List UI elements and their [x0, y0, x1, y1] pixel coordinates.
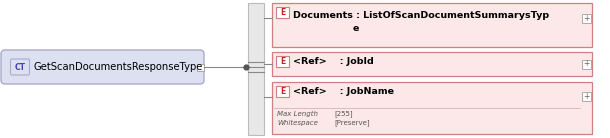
Bar — [582, 92, 591, 101]
Text: E: E — [280, 57, 285, 66]
Text: +: + — [583, 59, 590, 68]
Bar — [272, 82, 592, 134]
Text: +: + — [583, 14, 590, 23]
Bar — [582, 59, 591, 68]
Bar — [276, 56, 289, 67]
Text: Max Length: Max Length — [277, 111, 318, 117]
Text: E: E — [280, 87, 285, 96]
Text: GetScanDocumentsResponseType: GetScanDocumentsResponseType — [33, 62, 203, 72]
Text: <Ref>    : JobName: <Ref> : JobName — [293, 87, 394, 96]
Bar — [248, 3, 264, 135]
FancyBboxPatch shape — [1, 50, 204, 84]
Text: [255]: [255] — [334, 111, 353, 117]
Text: e: e — [353, 24, 359, 33]
Text: Whitespace: Whitespace — [277, 120, 318, 126]
Text: +: + — [583, 92, 590, 101]
Bar — [582, 14, 591, 23]
Bar — [276, 7, 289, 18]
Text: Documents : ListOfScanDocumentSummarysTyp: Documents : ListOfScanDocumentSummarysTy… — [293, 11, 549, 20]
Text: [Preserve]: [Preserve] — [334, 120, 370, 126]
Text: E: E — [280, 8, 285, 17]
Text: <Ref>    : JobId: <Ref> : JobId — [293, 57, 374, 66]
Bar — [272, 3, 592, 47]
Bar — [276, 86, 289, 97]
FancyBboxPatch shape — [10, 59, 29, 75]
Bar — [196, 63, 204, 71]
Text: CT: CT — [15, 63, 26, 71]
Bar — [272, 52, 592, 76]
